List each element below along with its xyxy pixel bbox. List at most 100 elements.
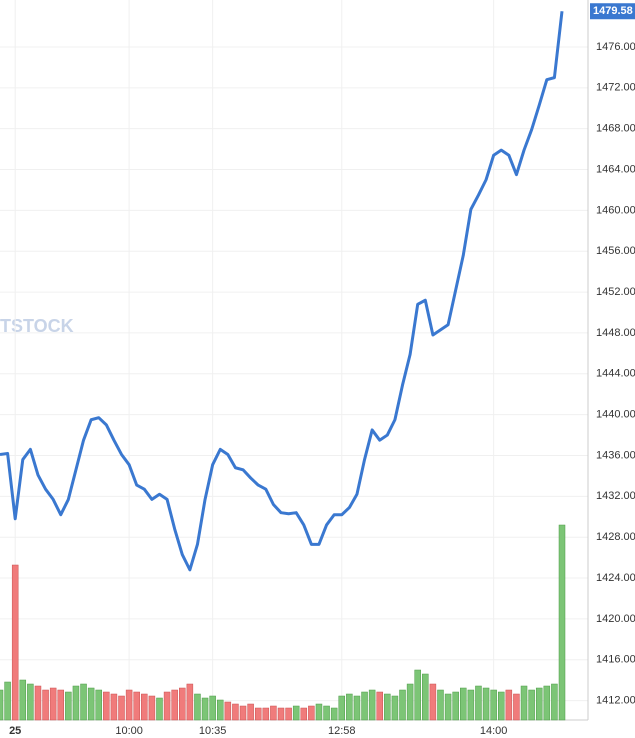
x-tick-label: 10:00 <box>115 725 143 737</box>
x-tick-label: 12:58 <box>328 725 356 737</box>
volume-bar <box>277 707 285 721</box>
y-tick-label: 1432.00 <box>596 490 635 502</box>
volume-bar <box>95 689 102 721</box>
volume-bar <box>535 687 543 721</box>
volume-bar <box>49 687 57 721</box>
volume-bar <box>262 707 270 721</box>
volume-bar <box>57 689 65 721</box>
volume-bar <box>209 695 216 721</box>
volume-bar <box>482 687 490 721</box>
volume-bar <box>186 683 194 721</box>
y-tick-label: 1456.00 <box>596 245 635 257</box>
watermark: TSTOCK <box>0 316 74 336</box>
volume-bar <box>460 687 467 721</box>
y-tick-label: 1472.00 <box>596 82 635 94</box>
volume-bar <box>224 701 232 721</box>
volume-bar <box>300 707 308 721</box>
volume-bar <box>125 689 133 721</box>
volume-bar <box>103 691 110 721</box>
volume-bar <box>27 683 34 721</box>
volume-bar <box>19 679 27 721</box>
volume-bar <box>254 707 262 721</box>
volume-bar <box>391 695 399 721</box>
volume-bar <box>520 685 528 721</box>
y-tick-label: 1412.00 <box>596 695 635 707</box>
y-tick-label: 1428.00 <box>596 531 635 543</box>
y-tick-label: 1424.00 <box>596 572 635 584</box>
x-tick-label: 14:00 <box>480 725 508 737</box>
volume-bar <box>247 703 254 721</box>
volume-bar <box>346 693 353 721</box>
volume-bar <box>551 683 558 721</box>
volume-bar <box>171 689 178 721</box>
volume-bar <box>11 564 19 721</box>
volume-bar <box>414 669 421 721</box>
volume-bar <box>179 687 186 721</box>
y-tick-label: 1420.00 <box>596 613 635 625</box>
current-badge <box>590 3 635 20</box>
volume-bar <box>543 685 551 721</box>
y-tick-label: 1440.00 <box>596 409 635 421</box>
current-label: 1479.58 <box>593 5 633 17</box>
volume-bar <box>558 524 566 721</box>
volume-bar <box>141 693 148 721</box>
volume-bar <box>323 705 330 721</box>
volume-bar <box>422 673 429 721</box>
y-tick-label: 1448.00 <box>596 327 635 339</box>
volume-bar <box>452 691 459 721</box>
volume-bar <box>285 707 292 721</box>
volume-bar <box>444 693 452 721</box>
y-tick-label: 1468.00 <box>596 123 635 135</box>
y-tick-label: 1444.00 <box>596 368 635 380</box>
volume-bar <box>4 681 11 721</box>
volume-bar <box>118 695 125 721</box>
volume-bar <box>0 689 4 721</box>
volume-bar <box>163 691 171 721</box>
volume-bar <box>133 691 140 721</box>
volume-bar <box>270 705 277 721</box>
y-tick-label: 1476.00 <box>596 41 635 53</box>
volume-bar <box>361 691 368 721</box>
y-tick-label: 1464.00 <box>596 163 635 175</box>
volume-bar <box>406 683 414 721</box>
volume-bar <box>34 685 42 721</box>
volume-bar <box>467 689 475 721</box>
volume-bar <box>308 705 315 721</box>
volume-bar <box>201 697 209 721</box>
volume-bar <box>292 705 300 721</box>
volume-bar <box>330 707 338 721</box>
volume-bar <box>338 695 346 721</box>
y-tick-label: 1452.00 <box>596 286 635 298</box>
volume-bar <box>505 689 513 721</box>
volume-bar <box>437 689 444 721</box>
volume-bar <box>65 691 72 721</box>
volume-bar <box>148 695 156 721</box>
volume-bar <box>490 689 497 721</box>
volume-bar <box>368 689 376 721</box>
y-tick-label: 1460.00 <box>596 204 635 216</box>
volume-bar <box>42 689 49 721</box>
volume-bar <box>528 689 535 721</box>
volume-bar <box>72 685 80 721</box>
volume-bar <box>353 695 361 721</box>
volume-bar <box>110 693 118 721</box>
volume-bar <box>87 687 95 721</box>
y-tick-label: 1436.00 <box>596 449 635 461</box>
volume-bar <box>80 683 87 721</box>
price-line <box>0 11 564 572</box>
volume-bar <box>239 705 247 721</box>
volume-bar <box>194 693 201 721</box>
volume-bar <box>216 699 224 721</box>
volume-bar <box>399 689 406 721</box>
x-tick-label: 10:35 <box>199 725 227 737</box>
volume-bar <box>156 697 163 721</box>
volume-bar <box>315 703 323 721</box>
volume-bar <box>376 691 383 721</box>
volume-bar <box>232 703 239 721</box>
volume-bar <box>497 691 505 721</box>
volume-bar <box>513 693 520 721</box>
volume-bar <box>384 693 391 721</box>
volume-bar <box>429 683 437 721</box>
volume-bar <box>475 685 482 721</box>
